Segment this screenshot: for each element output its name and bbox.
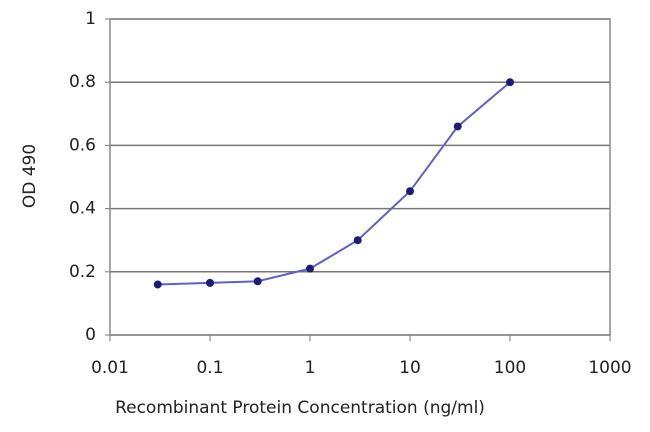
x-tick-label: 0.01	[91, 358, 129, 378]
x-tick-label: 0.1	[196, 358, 223, 378]
data-point	[353, 236, 362, 245]
plot-frame	[109, 18, 611, 336]
y-tick-label: 0	[85, 325, 96, 345]
series-line	[157, 81, 511, 286]
x-tick-label: 100	[494, 358, 526, 378]
x-tick-label: 10	[399, 358, 421, 378]
y-tick-label: 0.4	[69, 199, 96, 219]
data-point	[206, 278, 214, 287]
data-point	[253, 277, 262, 286]
y-tick-label: 1	[85, 9, 96, 29]
x-tick-label: 1000	[588, 358, 631, 378]
data-point	[453, 122, 462, 131]
data-point	[506, 78, 514, 87]
x-tick-label: 1	[305, 358, 316, 378]
data-point	[406, 187, 414, 196]
y-axis-label: OD 490	[20, 144, 40, 208]
y-tick-label: 0.8	[69, 72, 96, 92]
data-point	[153, 280, 162, 289]
y-tick-label: 0.6	[69, 135, 96, 155]
data-point	[306, 264, 314, 273]
y-tick-label: 0.2	[69, 262, 96, 282]
x-axis-label: Recombinant Protein Concentration (ng/ml…	[115, 398, 485, 418]
